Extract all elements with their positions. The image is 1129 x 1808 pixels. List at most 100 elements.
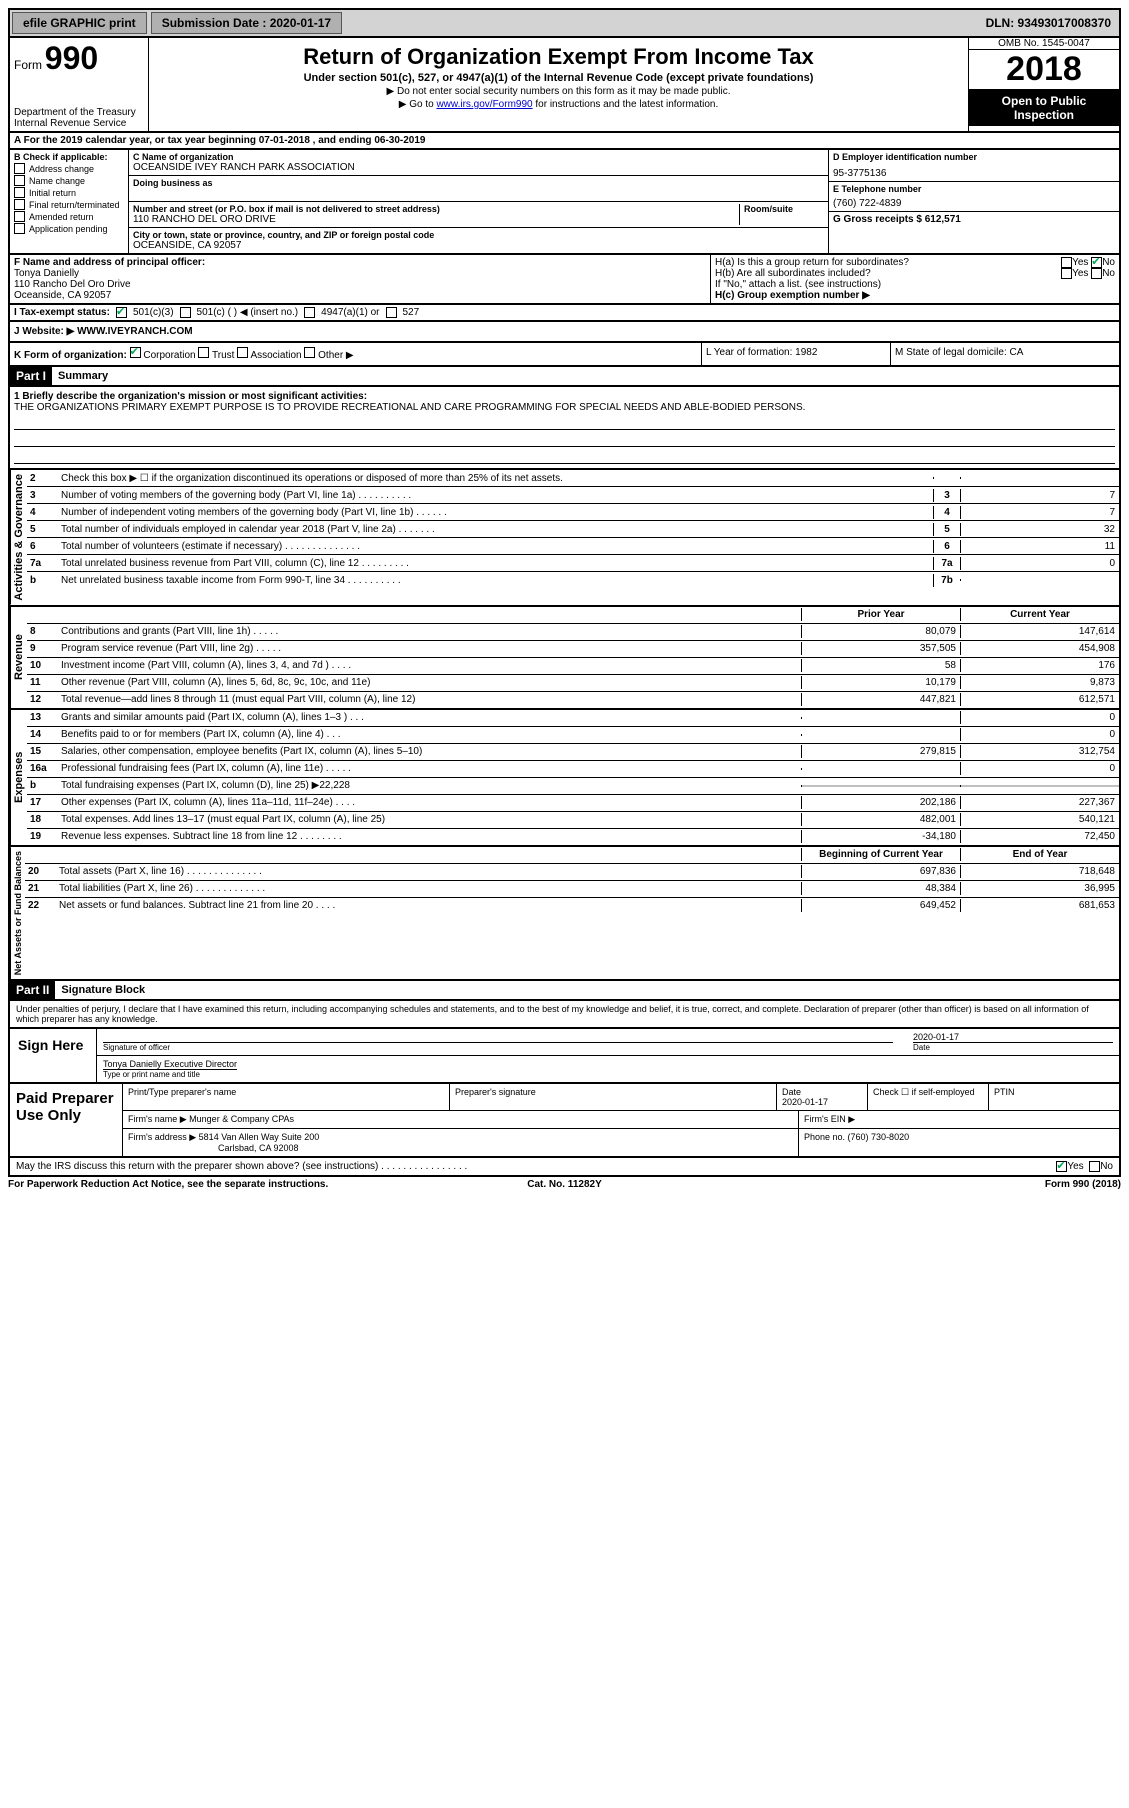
eoy-header: End of Year <box>960 848 1119 861</box>
chk-initial-return[interactable] <box>14 187 25 198</box>
line-16a: 16aProfessional fundraising fees (Part I… <box>27 761 1119 778</box>
gov-line-b: bNet unrelated business taxable income f… <box>27 572 1119 588</box>
chk-hb-no[interactable] <box>1091 268 1102 279</box>
line-19: 19Revenue less expenses. Subtract line 1… <box>27 829 1119 845</box>
chk-other[interactable] <box>304 347 315 358</box>
lbl-501c3: 501(c)(3) <box>133 307 174 318</box>
part2-header-row: Part II Signature Block <box>8 981 1121 1001</box>
chk-discuss-yes[interactable] <box>1056 1161 1067 1172</box>
chk-amended-return[interactable] <box>14 211 25 222</box>
section-l: L Year of formation: 1982 <box>702 343 891 365</box>
section-klm: K Form of organization: Corporation Trus… <box>8 343 1121 367</box>
ein-value: 95-3775136 <box>833 168 1115 179</box>
mission-blank-3 <box>14 449 1115 464</box>
tax-status-label: I Tax-exempt status: <box>14 307 110 318</box>
chk-assoc[interactable] <box>237 347 248 358</box>
chk-trust[interactable] <box>198 347 209 358</box>
gov-line-3: 3Number of voting members of the governi… <box>27 487 1119 504</box>
form-title: Return of Organization Exempt From Incom… <box>153 44 964 70</box>
form990-link[interactable]: www.irs.gov/Form990 <box>436 99 532 110</box>
instructions-link-line: ▶ Go to www.irs.gov/Form990 for instruct… <box>153 99 964 110</box>
omb-box: OMB No. 1545-0047 2018 Open to Public In… <box>969 38 1119 131</box>
gov-line-5: 5Total number of individuals employed in… <box>27 521 1119 538</box>
governance-table: Activities & Governance 2Check this box … <box>8 470 1121 607</box>
firm-addr-label: Firm's address ▶ <box>128 1132 196 1142</box>
gov-line-7a: 7aTotal unrelated business revenue from … <box>27 555 1119 572</box>
form-header: Form 990 Department of the Treasury Inte… <box>8 38 1121 133</box>
form-subtitle: Under section 501(c), 527, or 4947(a)(1)… <box>153 72 964 84</box>
line-13: 13Grants and similar amounts paid (Part … <box>27 710 1119 727</box>
chk-app-pending[interactable] <box>14 223 25 234</box>
org-name-label: C Name of organization <box>133 152 824 162</box>
chk-final-return[interactable] <box>14 199 25 210</box>
hc-label: H(c) Group exemption number ▶ <box>715 290 1115 301</box>
penalties-statement: Under penalties of perjury, I declare th… <box>8 1001 1121 1029</box>
vlabel-netassets: Net Assets or Fund Balances <box>10 847 25 979</box>
revenue-header-row: Prior Year Current Year <box>27 607 1119 624</box>
mission-text: THE ORGANIZATIONS PRIMARY EXEMPT PURPOSE… <box>14 402 1115 413</box>
lbl-4947: 4947(a)(1) or <box>321 307 379 318</box>
cat-number: Cat. No. 11282Y <box>379 1179 750 1190</box>
section-f-h: F Name and address of principal officer:… <box>8 255 1121 305</box>
chk-discuss-no[interactable] <box>1089 1161 1100 1172</box>
section-k: K Form of organization: Corporation Trus… <box>10 343 702 365</box>
form-version: Form 990 (2018) <box>750 1179 1121 1190</box>
line-20: 20Total assets (Part X, line 16) . . . .… <box>25 864 1119 881</box>
chk-501c3[interactable] <box>116 307 127 318</box>
section-j: J Website: ▶ WWW.IVEYRANCH.COM <box>8 322 1121 343</box>
section-b-to-g: B Check if applicable: Address change Na… <box>8 150 1121 255</box>
mission-blank-2 <box>14 432 1115 447</box>
lbl-final-return: Final return/terminated <box>29 200 120 210</box>
hb-note: If "No," attach a list. (see instruction… <box>715 279 1115 290</box>
prep-ptin-header: PTIN <box>989 1084 1119 1110</box>
netassets-table: Net Assets or Fund Balances Beginning of… <box>8 847 1121 981</box>
discuss-text: May the IRS discuss this return with the… <box>16 1161 1056 1172</box>
mission-box: 1 Briefly describe the organization's mi… <box>8 387 1121 470</box>
irs-label: Internal Revenue Service <box>14 118 126 129</box>
chk-address-change[interactable] <box>14 163 25 174</box>
topbar: efile GRAPHIC print Submission Date : 20… <box>8 8 1121 38</box>
goto-suffix: for instructions and the latest informat… <box>535 99 718 110</box>
line-a: A For the 2019 calendar year, or tax yea… <box>8 133 1121 150</box>
officer-addr2: Oceanside, CA 92057 <box>14 290 706 301</box>
chk-501c[interactable] <box>180 307 191 318</box>
tax-year-range: A For the 2019 calendar year, or tax yea… <box>14 135 425 146</box>
street-address: 110 RANCHO DEL ORO DRIVE <box>133 214 735 225</box>
part2-badge: Part II <box>10 981 55 999</box>
vlabel-governance: Activities & Governance <box>10 470 27 605</box>
chk-4947[interactable] <box>304 307 315 318</box>
firm-addr2: Carlsbad, CA 92008 <box>218 1143 299 1153</box>
lbl-ha-no: No <box>1102 257 1115 268</box>
current-year-header: Current Year <box>960 608 1119 621</box>
line-17: 17Other expenses (Part IX, column (A), l… <box>27 795 1119 812</box>
efile-print-button[interactable]: efile GRAPHIC print <box>12 12 147 34</box>
paid-preparer-label: Paid Preparer Use Only <box>10 1084 123 1156</box>
prep-date-header: Date <box>782 1087 801 1097</box>
prep-date-value: 2020-01-17 <box>782 1097 828 1107</box>
officer-name: Tonya Danielly <box>14 268 706 279</box>
prep-name-header: Print/Type preparer's name <box>123 1084 450 1110</box>
officer-name-label: Type or print name and title <box>103 1069 237 1079</box>
city-label: City or town, state or province, country… <box>133 230 824 240</box>
chk-ha-yes[interactable] <box>1061 257 1072 268</box>
chk-corp[interactable] <box>130 347 141 358</box>
form-number-box: Form 990 Department of the Treasury Inte… <box>10 38 149 131</box>
chk-name-change[interactable] <box>14 175 25 186</box>
lbl-discuss-yes: Yes <box>1067 1161 1083 1172</box>
chk-527[interactable] <box>386 307 397 318</box>
ssn-warning: ▶ Do not enter social security numbers o… <box>153 86 964 97</box>
chk-hb-yes[interactable] <box>1061 268 1072 279</box>
firm-name: Munger & Company CPAs <box>189 1114 294 1124</box>
line-12: 12Total revenue—add lines 8 through 11 (… <box>27 692 1119 708</box>
dln-label: DLN: 93493017008370 <box>980 13 1117 33</box>
paid-preparer-section: Paid Preparer Use Only Print/Type prepar… <box>8 1084 1121 1158</box>
form-org-label: K Form of organization: <box>14 350 127 361</box>
line-11: 11Other revenue (Part VIII, column (A), … <box>27 675 1119 692</box>
lbl-assoc: Association <box>250 350 301 361</box>
part1-title: Summary <box>52 368 114 384</box>
chk-ha-no[interactable] <box>1091 257 1102 268</box>
line-14: 14Benefits paid to or for members (Part … <box>27 727 1119 744</box>
prep-selfemp-header[interactable]: Check ☐ if self-employed <box>868 1084 989 1110</box>
lbl-address-change: Address change <box>29 164 94 174</box>
officer-sig-label: Signature of officer <box>103 1042 893 1052</box>
